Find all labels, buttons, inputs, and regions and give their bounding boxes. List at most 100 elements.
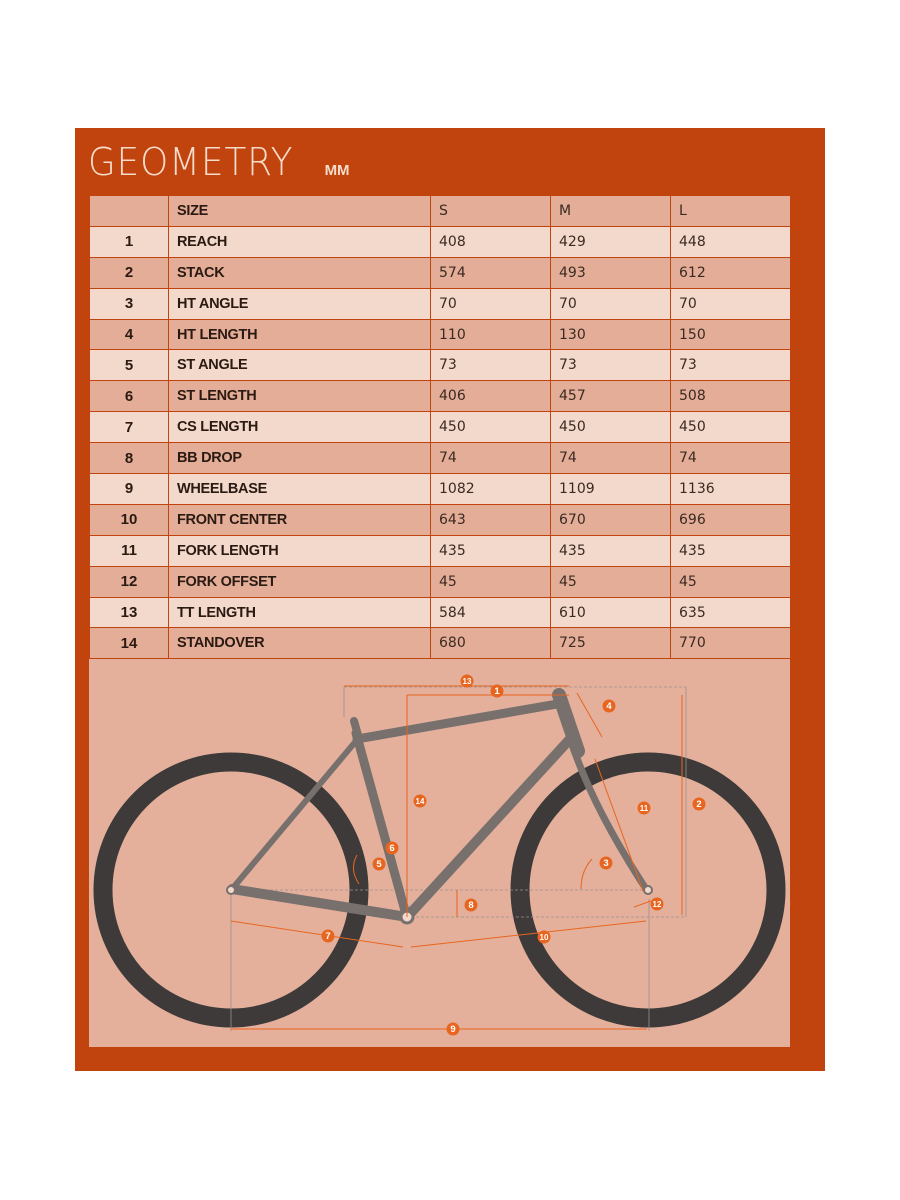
row-value-l: 45 [670, 565, 791, 598]
row-label: STACK [168, 256, 431, 289]
reference-lines [230, 686, 686, 918]
dimension-badge-9: 9 [446, 1022, 460, 1036]
badge-circle [321, 929, 335, 943]
row-value-l: 450 [670, 411, 791, 444]
badge-circle [413, 794, 427, 808]
row-value-l: 448 [670, 225, 791, 258]
row-number: 2 [89, 256, 169, 289]
badge-label: 3 [603, 858, 608, 869]
front-hub [643, 885, 653, 895]
table-row: 13 TT LENGTH 584 610 635 [89, 596, 791, 629]
badge-circle [385, 841, 399, 855]
row-number: 10 [89, 503, 169, 536]
row-label: FORK LENGTH [168, 534, 431, 567]
row-label: HT LENGTH [168, 318, 431, 351]
row-value-s: 406 [430, 380, 551, 413]
row-value-s: 574 [430, 256, 551, 289]
row-value-m: 74 [550, 442, 671, 475]
badge-label: 4 [606, 701, 612, 712]
dimension-lines [230, 685, 683, 1030]
header-size-l: L [670, 195, 791, 227]
header-size-s: S [430, 195, 551, 227]
badge-label: 2 [696, 799, 701, 810]
vertical-reference-lines [230, 687, 687, 1031]
dimension-badge-12: 12 [650, 897, 664, 911]
table-row: 7 CS LENGTH 450 450 450 [89, 411, 791, 444]
row-label: CS LENGTH [168, 411, 431, 444]
row-value-m: 45 [550, 565, 671, 598]
row-value-s: 1082 [430, 473, 551, 505]
row-label: TT LENGTH [168, 596, 431, 629]
badge-label: 10 [540, 933, 549, 942]
row-value-m: 450 [550, 411, 671, 444]
row-number: 7 [89, 411, 169, 444]
title-row: GEOMETRY MM [88, 140, 350, 196]
dimension-badge-1: 1 [490, 684, 504, 698]
ht-length-dimension [576, 692, 603, 738]
badge-circle [460, 674, 474, 688]
row-value-s: 584 [430, 596, 551, 629]
row-value-m: 610 [550, 596, 671, 629]
row-value-l: 696 [670, 503, 791, 536]
table-row: 12 FORK OFFSET 45 45 45 [89, 565, 791, 598]
badge-circle [372, 857, 386, 871]
row-label: ST ANGLE [168, 349, 431, 382]
badge-circle [446, 1022, 460, 1036]
table-row: 5 ST ANGLE 73 73 73 [89, 349, 791, 382]
fork [569, 743, 650, 893]
row-value-l: 770 [670, 627, 791, 660]
badge-label: 9 [450, 1024, 455, 1035]
table-row: 3 HT ANGLE 70 70 70 [89, 287, 791, 320]
row-number: 14 [89, 627, 169, 660]
row-value-l: 73 [670, 349, 791, 382]
row-label: ST LENGTH [168, 380, 431, 413]
top-tube [352, 698, 568, 744]
row-label: STANDOVER [168, 627, 431, 660]
bike-geometry-diagram: 13 1 4 14 6 2 11 5 3 8 12 7 10 9 [89, 659, 790, 1047]
row-value-m: 429 [550, 225, 671, 258]
table-row: 4 HT LENGTH 110 130 150 [89, 318, 791, 351]
dimension-badge-4: 4 [602, 699, 616, 713]
row-value-s: 70 [430, 287, 551, 320]
dimension-badge-11: 11 [637, 801, 651, 815]
table-row: 8 BB DROP 74 74 74 [89, 442, 791, 475]
dimension-badge-13: 13 [460, 674, 474, 688]
badge-circle [692, 797, 706, 811]
row-value-s: 680 [430, 627, 551, 660]
row-number: 13 [89, 596, 169, 629]
badge-label: 6 [389, 843, 394, 854]
chain-stay [227, 884, 412, 922]
bike-frame [227, 688, 650, 923]
row-label: FORK OFFSET [168, 565, 431, 598]
badge-label: 12 [653, 900, 662, 909]
ht-angle-arc [580, 858, 593, 890]
row-number: 4 [89, 318, 169, 351]
header-size-m: M [550, 195, 671, 227]
row-value-m: 70 [550, 287, 671, 320]
dimension-badge-2: 2 [692, 797, 706, 811]
badge-label: 14 [416, 797, 425, 806]
row-label: HT ANGLE [168, 287, 431, 320]
row-value-s: 643 [430, 503, 551, 536]
row-value-s: 73 [430, 349, 551, 382]
row-number: 12 [89, 565, 169, 598]
row-value-m: 493 [550, 256, 671, 289]
table-row: 10 FRONT CENTER 643 670 696 [89, 503, 791, 536]
down-tube [402, 734, 575, 922]
table-header-row: SIZE S M L [89, 195, 791, 227]
row-value-l: 150 [670, 318, 791, 351]
row-number: 9 [89, 473, 169, 505]
row-label: BB DROP [168, 442, 431, 475]
dimension-badge-6: 6 [385, 841, 399, 855]
seat-post [350, 717, 362, 739]
row-number: 8 [89, 442, 169, 475]
geometry-panel: GEOMETRY MM SIZE S M L 1 REACH 408 429 448 2 S… [75, 128, 825, 1071]
row-value-l: 70 [670, 287, 791, 320]
rear-hub [226, 885, 236, 895]
row-label: REACH [168, 225, 431, 258]
row-value-m: 130 [550, 318, 671, 351]
badge-circle [650, 897, 664, 911]
badge-label: 11 [640, 804, 649, 813]
